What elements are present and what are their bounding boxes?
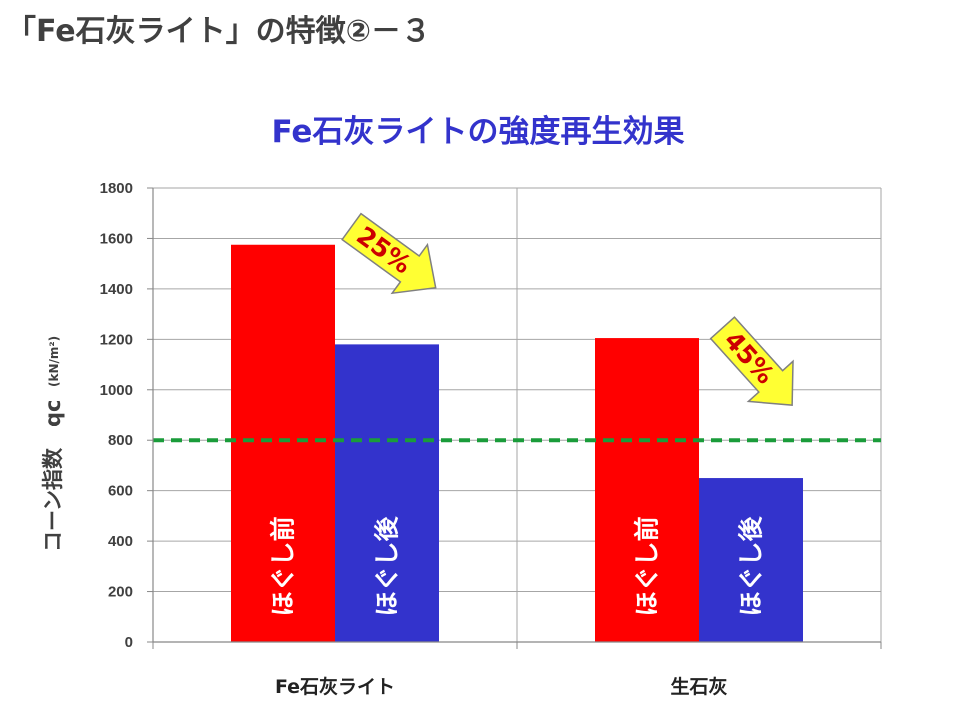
- bar-label: ほぐし前: [269, 516, 298, 616]
- bar: [595, 338, 699, 642]
- bar-label: ほぐし後: [373, 515, 402, 616]
- y-tick-label: 1800: [100, 180, 133, 197]
- y-tick-label: 600: [108, 483, 133, 500]
- y-axis-label: コーン指数 qc: [41, 400, 65, 552]
- bar: [231, 244, 335, 642]
- y-tick-label: 0: [125, 634, 133, 651]
- x-category-label: Fe石灰ライト: [275, 675, 395, 698]
- bar: [335, 344, 439, 642]
- arrow-shape: [341, 212, 437, 295]
- y-tick-label: 1200: [100, 331, 133, 348]
- bar-label: ほぐし前: [633, 516, 662, 616]
- bar-label: ほぐし後: [737, 515, 766, 616]
- y-tick-label: 800: [108, 432, 133, 449]
- bar: [699, 478, 803, 642]
- y-axis-unit: (kN/m²): [47, 336, 61, 387]
- percent-arrow: 25%: [341, 212, 437, 295]
- y-tick-label: 200: [108, 584, 133, 601]
- arrow-shape: [709, 316, 794, 406]
- y-tick-label: 1600: [100, 230, 133, 247]
- y-tick-label: 1400: [100, 281, 133, 298]
- y-tick-label: 400: [108, 533, 133, 550]
- y-tick-label: 1000: [100, 382, 133, 399]
- slide-title: 「Fe石灰ライト」の特徴②－３: [6, 14, 432, 49]
- y-axis-label-group: コーン指数 qc (kN/m²): [41, 336, 65, 552]
- chart-title: Fe石灰ライトの強度再生効果: [272, 114, 685, 150]
- annotations: 25% 45%: [341, 212, 794, 406]
- axes: [152, 188, 882, 649]
- percent-arrow: 45%: [709, 316, 794, 406]
- x-category-label: 生石灰: [670, 675, 727, 698]
